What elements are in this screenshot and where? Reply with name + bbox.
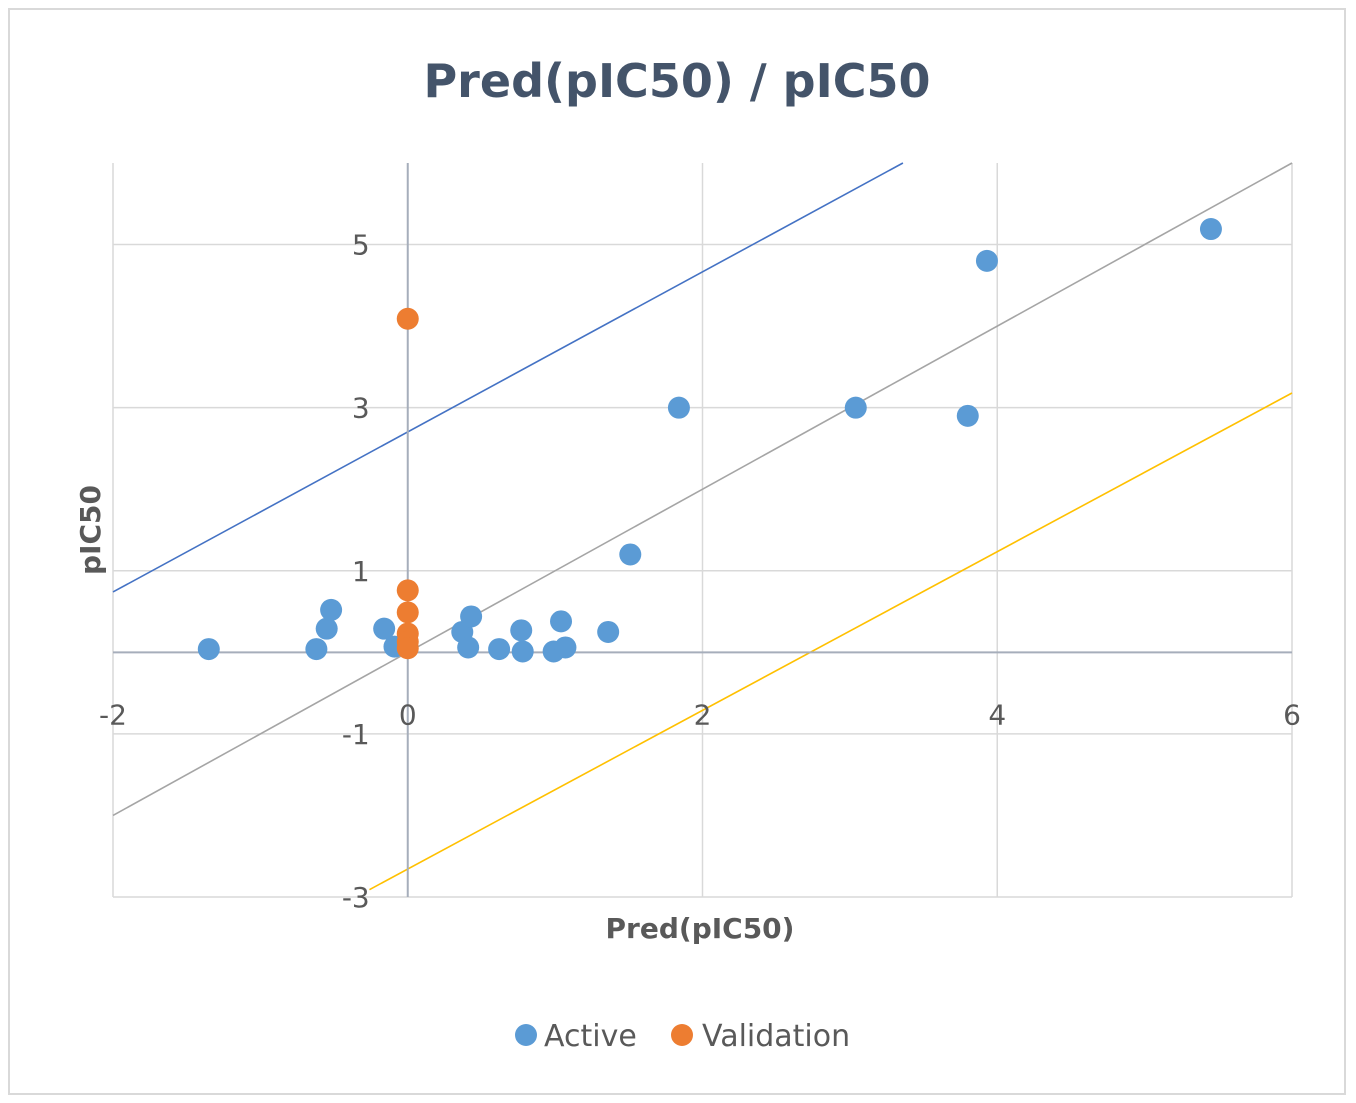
data-point-active [320,598,343,621]
data-point-validation [396,579,419,602]
x-axis-label: Pred(pIC50) [606,912,795,945]
y-tick-label: 1 [352,555,370,588]
legend-marker-active [515,1024,537,1046]
data-point-active [844,396,867,419]
data-point-active [550,610,573,633]
chart-frame [8,8,1346,1095]
x-tick-label: -2 [99,698,127,731]
legend-label-active: Active [544,1019,637,1054]
data-point-validation [396,307,419,330]
trend-line-identity [112,162,1293,817]
data-point-active [619,543,642,566]
chart-title: Pred(pIC50) / pIC50 [423,54,930,108]
data-point-active [1199,218,1222,241]
trend-line-lower [369,392,1293,891]
data-point-active [956,404,979,427]
data-point-active [667,396,690,419]
y-tick-label: -1 [342,718,370,751]
data-point-active [305,638,328,661]
data-point-active [197,638,220,661]
data-point-validation [396,601,419,624]
x-tick-label: 6 [1283,698,1301,731]
x-tick-label: 0 [399,698,417,731]
y-tick-label: 5 [352,229,370,262]
data-point-active [510,619,533,642]
data-point-active [975,249,998,272]
data-point-active [511,640,534,663]
data-point-active [315,617,338,640]
data-point-active [460,605,483,628]
data-point-active [597,620,620,643]
data-point-validation [396,637,419,660]
y-tick-label: 3 [352,392,370,425]
legend: Active Validation [515,1019,850,1054]
data-point-active [373,617,396,640]
y-axis-label: pIC50 [74,485,107,575]
x-tick-label: 4 [988,698,1006,731]
x-tick-label: 2 [694,698,712,731]
data-point-active [554,636,577,659]
legend-marker-validation [671,1024,693,1046]
data-point-active [457,636,480,659]
y-tick-label: -3 [342,881,370,914]
trend-line-upper [112,162,904,593]
legend-label-validation: Validation [702,1019,850,1054]
data-point-active [488,638,511,661]
